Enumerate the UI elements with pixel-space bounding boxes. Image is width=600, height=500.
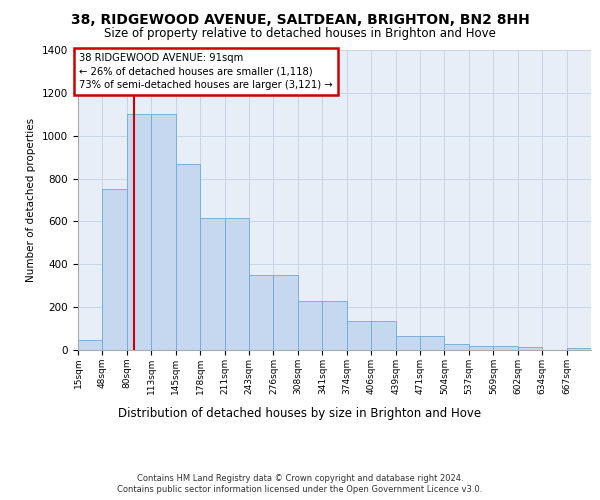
Bar bbox=[322, 301, 347, 350]
Bar bbox=[298, 301, 322, 350]
Bar bbox=[518, 348, 542, 350]
Text: 38 RIDGEWOOD AVENUE: 91sqm
← 26% of detached houses are smaller (1,118)
73% of s: 38 RIDGEWOOD AVENUE: 91sqm ← 26% of deta… bbox=[79, 53, 333, 90]
Bar bbox=[224, 218, 249, 350]
Bar bbox=[493, 346, 518, 350]
Bar bbox=[274, 275, 298, 350]
Bar bbox=[445, 344, 469, 350]
Bar bbox=[78, 340, 103, 350]
Bar bbox=[127, 114, 151, 350]
Bar bbox=[103, 190, 127, 350]
Text: Contains HM Land Registry data © Crown copyright and database right 2024.
Contai: Contains HM Land Registry data © Crown c… bbox=[118, 474, 482, 494]
Bar bbox=[200, 218, 224, 350]
Bar bbox=[420, 336, 445, 350]
Text: 38, RIDGEWOOD AVENUE, SALTDEAN, BRIGHTON, BN2 8HH: 38, RIDGEWOOD AVENUE, SALTDEAN, BRIGHTON… bbox=[71, 12, 529, 26]
Text: Size of property relative to detached houses in Brighton and Hove: Size of property relative to detached ho… bbox=[104, 28, 496, 40]
Y-axis label: Number of detached properties: Number of detached properties bbox=[26, 118, 37, 282]
Bar bbox=[566, 348, 591, 350]
Text: Distribution of detached houses by size in Brighton and Hove: Distribution of detached houses by size … bbox=[118, 408, 482, 420]
Bar bbox=[347, 321, 371, 350]
Bar bbox=[469, 346, 493, 350]
Bar bbox=[249, 275, 274, 350]
Bar bbox=[176, 164, 200, 350]
Bar bbox=[151, 114, 176, 350]
Bar bbox=[395, 336, 420, 350]
Bar bbox=[371, 321, 395, 350]
